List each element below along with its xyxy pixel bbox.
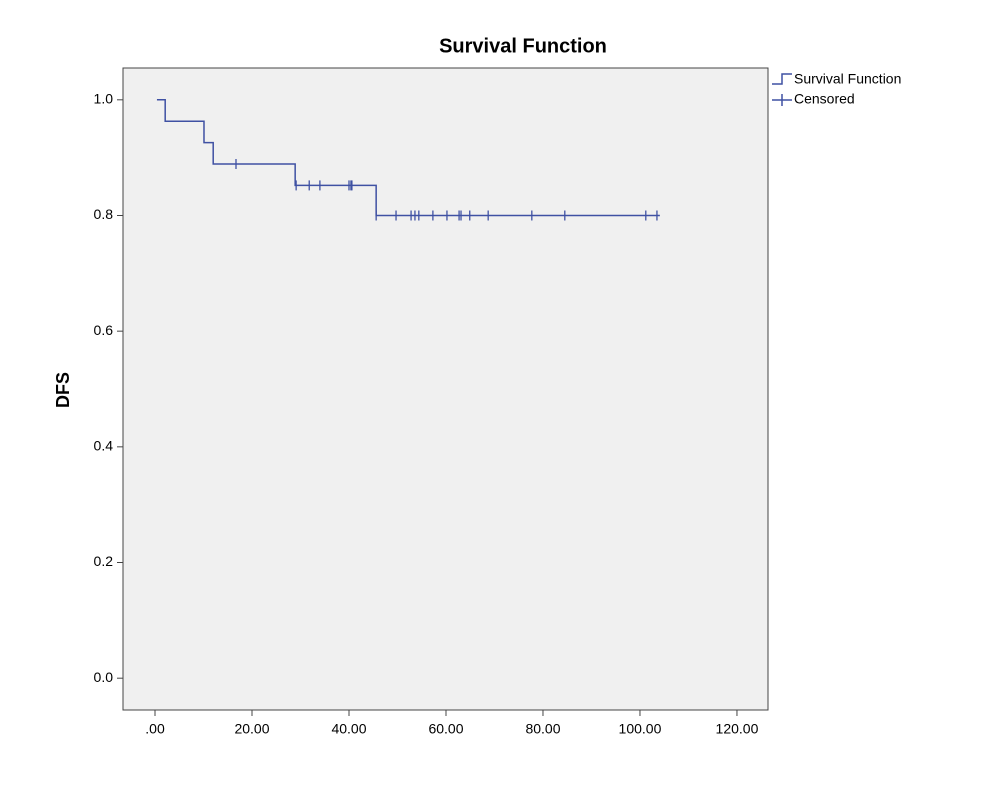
- x-tick-label: 20.00: [234, 721, 269, 737]
- legend-symbol: [772, 73, 792, 85]
- y-axis-label: DFS: [53, 372, 73, 408]
- y-tick-label: 0.0: [94, 669, 114, 685]
- survival-line: [156, 99, 660, 217]
- x-tick-label: 60.00: [428, 721, 463, 737]
- legend-label: Survival Function: [794, 71, 901, 87]
- legend-label: Censored: [794, 91, 855, 107]
- plot-area: [122, 67, 769, 711]
- y-tick-label: 0.8: [94, 206, 114, 222]
- y-tick-label: 0.2: [94, 553, 114, 569]
- y-tick-label: 0.6: [94, 322, 114, 338]
- x-tick-label: 120.00: [716, 721, 759, 737]
- x-tick-label: 40.00: [331, 721, 366, 737]
- x-tick-label: .00: [145, 721, 165, 737]
- y-tick-label: 0.4: [94, 438, 114, 454]
- y-tick-label: 1.0: [94, 91, 114, 107]
- chart-title: Survival Function: [439, 35, 607, 57]
- x-tick-label: 100.00: [619, 721, 662, 737]
- legend-symbol: [772, 94, 792, 106]
- x-tick-label: 80.00: [525, 721, 560, 737]
